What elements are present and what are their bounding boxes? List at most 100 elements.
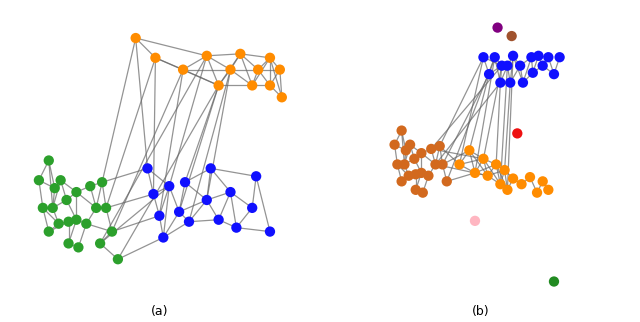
Point (265, 83, 275, 88)
Point (411, 172, 421, 177)
Point (253, 67, 263, 72)
Point (164, 184, 174, 189)
Point (205, 166, 216, 171)
Point (107, 229, 117, 234)
Point (518, 80, 528, 85)
Point (91, 205, 101, 211)
Point (543, 187, 554, 193)
Point (251, 174, 261, 179)
Point (404, 173, 414, 178)
Point (180, 180, 190, 185)
Point (502, 187, 513, 193)
Point (392, 162, 403, 167)
Point (549, 71, 559, 77)
Point (143, 166, 153, 171)
Point (538, 63, 548, 68)
Point (442, 179, 452, 184)
Point (543, 55, 554, 60)
Point (44, 229, 54, 234)
Point (38, 205, 48, 211)
Point (418, 190, 428, 195)
Point (225, 190, 236, 195)
Point (247, 205, 257, 211)
Point (131, 35, 141, 41)
Point (214, 217, 224, 222)
Point (490, 55, 500, 60)
Point (416, 170, 426, 175)
Point (416, 151, 426, 156)
Point (533, 53, 543, 58)
Point (470, 218, 480, 223)
Point (495, 182, 506, 187)
Point (265, 55, 275, 60)
Point (435, 144, 445, 149)
Point (63, 219, 74, 224)
Point (231, 225, 241, 230)
Point (478, 156, 488, 161)
Point (275, 67, 285, 72)
Point (484, 71, 494, 77)
Point (512, 131, 522, 136)
Point (158, 235, 168, 240)
Point (74, 245, 84, 250)
Point (97, 180, 108, 185)
Point (478, 55, 488, 60)
Point (54, 221, 64, 226)
Point (483, 173, 493, 178)
Point (101, 205, 111, 211)
Point (505, 80, 515, 85)
Point (390, 142, 400, 147)
Point (236, 51, 246, 56)
Point (538, 179, 548, 184)
Point (495, 80, 506, 85)
Point (430, 162, 440, 167)
Point (178, 67, 188, 72)
Text: (b): (b) (472, 305, 490, 317)
Point (526, 55, 536, 60)
Point (154, 213, 164, 218)
Point (71, 190, 81, 195)
Point (47, 205, 58, 211)
Point (405, 142, 415, 147)
Point (265, 229, 275, 234)
Point (202, 197, 212, 203)
Point (437, 162, 447, 167)
Point (409, 156, 419, 161)
Point (397, 179, 407, 184)
Point (399, 162, 410, 167)
Point (497, 63, 507, 68)
Point (492, 25, 502, 30)
Point (49, 185, 60, 191)
Point (150, 55, 161, 60)
Point (401, 148, 411, 153)
Point (174, 209, 184, 214)
Point (113, 257, 123, 262)
Point (470, 170, 480, 175)
Point (214, 83, 224, 88)
Point (85, 184, 95, 189)
Point (276, 95, 287, 100)
Point (95, 241, 105, 246)
Point (184, 219, 194, 224)
Point (148, 192, 159, 197)
Point (34, 178, 44, 183)
Point (508, 53, 518, 58)
Point (71, 217, 81, 222)
Point (63, 241, 74, 246)
Point (499, 167, 509, 173)
Point (525, 175, 535, 180)
Point (454, 162, 465, 167)
Point (202, 53, 212, 58)
Point (56, 178, 66, 183)
Point (554, 55, 564, 60)
Point (411, 187, 421, 193)
Point (515, 63, 525, 68)
Point (397, 128, 407, 133)
Text: (a): (a) (150, 305, 168, 317)
Point (549, 279, 559, 284)
Point (423, 173, 433, 178)
Point (491, 162, 501, 167)
Point (61, 197, 72, 203)
Point (506, 33, 516, 39)
Point (426, 146, 436, 151)
